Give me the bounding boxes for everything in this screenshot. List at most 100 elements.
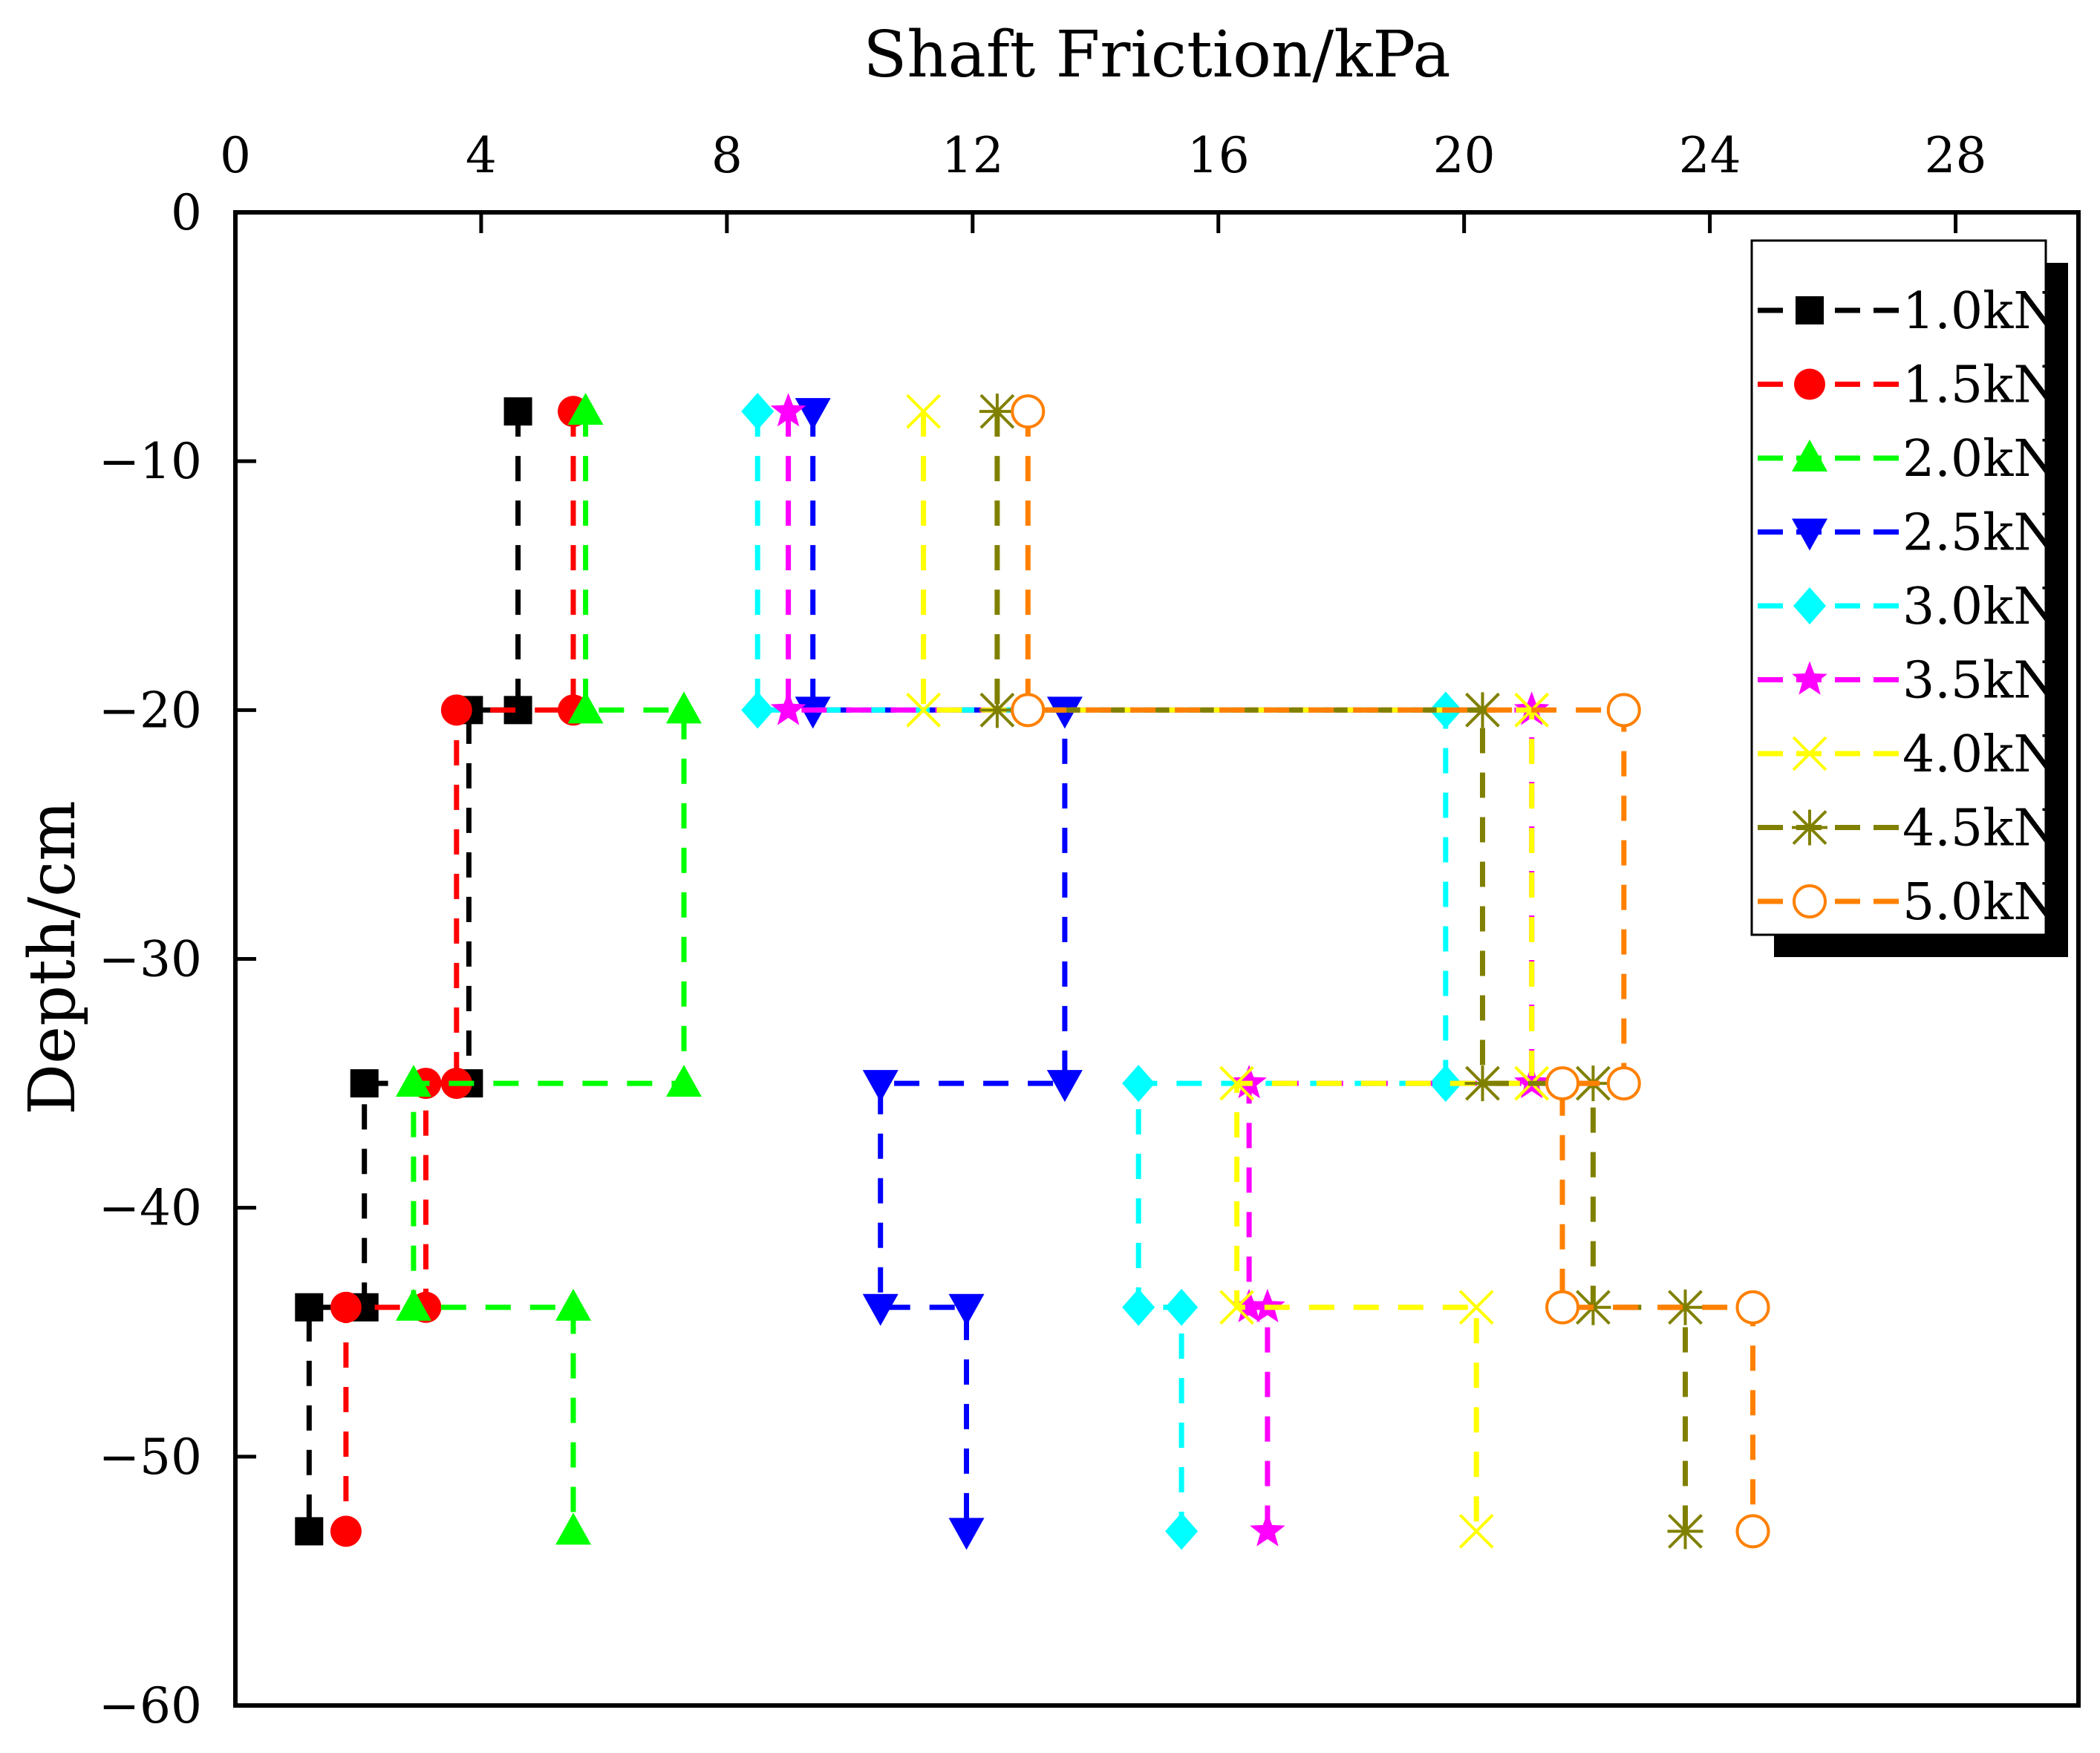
series-2-0kn-point: [395, 1288, 431, 1321]
legend-label: 3.0kN: [1902, 578, 2058, 636]
series-2-0kn-point: [567, 393, 604, 425]
series-5-0kn-point: [1011, 693, 1046, 728]
legend-label: 1.5kN: [1902, 356, 2058, 415]
legend-item: 4.5kN: [1758, 800, 2058, 858]
legend-label: 4.5kN: [1902, 800, 2058, 858]
series-3-0kn-point: [741, 691, 775, 729]
legend-marker: [1792, 809, 1827, 846]
series-3-5kn-point: [770, 691, 806, 725]
series-4-5kn-point: [979, 692, 1015, 728]
series-5-0kn-point: [1606, 1066, 1641, 1101]
series-2-5kn-point: [862, 1293, 899, 1326]
legend-item: 1.0kN: [1758, 282, 2058, 341]
series-5-0kn-point: [1545, 1066, 1580, 1101]
series-2-0kn-point: [665, 1065, 702, 1097]
series-2-0kn-point: [665, 691, 702, 724]
series-1-0kn-point: [295, 1293, 324, 1322]
x-tick-label: 28: [1925, 127, 1987, 184]
series-2-5kn-point: [1046, 696, 1083, 729]
x-tick-label: 12: [942, 127, 1004, 184]
series-4-5kn-point: [979, 394, 1015, 430]
y-tick-label: −60: [99, 1677, 202, 1734]
x-tick-label: 4: [466, 127, 497, 184]
series-2-0kn-point: [555, 1512, 592, 1545]
legend-label: 4.0kN: [1902, 725, 2058, 784]
series-4-0kn-point: [906, 394, 942, 429]
legend-item: 3.0kN: [1758, 578, 2058, 636]
series-2-5kn-point: [862, 1070, 899, 1103]
y-tick-label: −50: [99, 1429, 202, 1486]
legend-item: 1.5kN: [1758, 356, 2058, 415]
legend-marker: [1796, 296, 1824, 324]
y-tick-label: −30: [99, 931, 202, 988]
series-1-5kn-point: [330, 1515, 362, 1547]
legend-label: 2.5kN: [1902, 504, 2058, 563]
legend-label: 1.0kN: [1902, 282, 2058, 341]
series-4-5kn-point: [1464, 692, 1501, 728]
y-axis-title: Depth/cm: [16, 800, 90, 1115]
series-4-0kn-line: [921, 411, 1535, 1532]
legend-marker: [1793, 587, 1826, 624]
y-tick-label: 0: [171, 184, 202, 241]
series-5-0kn-line: [1025, 411, 1755, 1532]
legend-marker: [1792, 440, 1827, 471]
series-3-5kn-point: [770, 393, 806, 427]
series-2-0kn: [395, 393, 702, 1545]
series-3-0kn-point: [1122, 1065, 1155, 1103]
legend-item: 5.0kN: [1758, 873, 2058, 932]
series-4-0kn-point: [906, 692, 942, 728]
legend-item: 2.0kN: [1758, 430, 2058, 489]
y-tick-label: −40: [99, 1180, 202, 1237]
x-axis-title: Shaft Friction/kPa: [863, 18, 1450, 92]
x-tick-label: 0: [220, 127, 251, 184]
series-2-0kn-point: [395, 1065, 431, 1097]
legend-marker: [1793, 884, 1827, 918]
series-5-0kn-point: [1606, 693, 1641, 728]
legend-item: 4.0kN: [1758, 725, 2058, 784]
series-1-0kn-point: [295, 1517, 324, 1546]
series-4-0kn-point: [1219, 1290, 1254, 1325]
legend-marker: [1794, 368, 1825, 400]
series-2-0kn-point: [567, 691, 604, 724]
series-5-0kn-point: [1011, 394, 1046, 429]
series-2-5kn-point: [948, 1293, 985, 1326]
series-1-5kn-point: [330, 1291, 362, 1323]
series-4-0kn-point: [1458, 1513, 1494, 1549]
series-2-5kn-point: [1046, 1070, 1083, 1103]
legend-label: 5.0kN: [1902, 873, 2058, 932]
legend-item: 2.5kN: [1758, 504, 2058, 563]
legend-marker: [1792, 736, 1827, 771]
x-tick-label: 8: [711, 127, 743, 184]
series-1-5kn-point: [440, 694, 472, 726]
series-3-0kn-point: [1165, 1512, 1199, 1550]
series-2-0kn-point: [555, 1288, 592, 1321]
legend-marker: [1792, 518, 1827, 551]
legend-item: 3.5kN: [1758, 652, 2058, 711]
series-4-5kn-point: [1464, 1065, 1501, 1102]
y-tick-label: −20: [99, 682, 202, 739]
legend-label: 2.0kN: [1902, 430, 2058, 489]
x-tick-label: 16: [1187, 127, 1250, 184]
series-2-5kn-line: [810, 411, 1068, 1532]
series-4-0kn-point: [1219, 1065, 1254, 1101]
y-tick-label: −10: [99, 433, 202, 490]
legend-marker: [1792, 661, 1827, 695]
series-3-5kn-point: [1231, 1288, 1267, 1322]
series-3-0kn-point: [1429, 1065, 1462, 1103]
series-4-5kn-point: [1667, 1513, 1703, 1550]
x-tick-label: 20: [1433, 127, 1496, 184]
series-1-0kn-point: [350, 1069, 379, 1098]
series-5-0kn-point: [1545, 1290, 1580, 1325]
series-5-0kn-point: [1735, 1290, 1770, 1325]
series-5-0kn: [1011, 394, 1770, 1549]
series-4-0kn-point: [1458, 1290, 1494, 1325]
series-5-0kn-point: [1735, 1514, 1770, 1549]
series-3-0kn-point: [741, 393, 775, 431]
series-3-0kn-point: [1165, 1288, 1199, 1326]
series-4-5kn-point: [1667, 1289, 1703, 1325]
series-2-5kn-point: [948, 1518, 985, 1550]
series-2-0kn-line: [411, 411, 687, 1532]
series-3-0kn-point: [1122, 1288, 1155, 1326]
series-3-0kn: [741, 393, 1462, 1550]
